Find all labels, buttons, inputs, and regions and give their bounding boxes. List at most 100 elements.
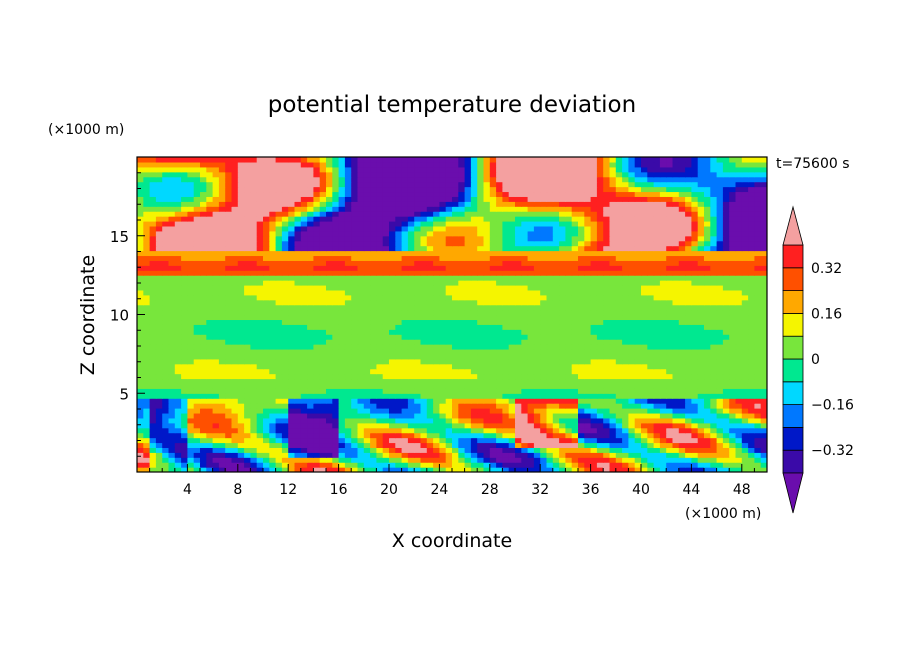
heatmap-cell <box>653 417 661 424</box>
heatmap-cell <box>407 265 415 271</box>
heatmap-cell <box>357 260 365 266</box>
heatmap-cell <box>300 353 308 360</box>
heatmap-cell <box>565 294 573 301</box>
heatmap-cell <box>716 383 724 389</box>
heatmap-cell <box>155 393 163 399</box>
heatmap-cell <box>250 348 258 355</box>
heatmap-cell <box>250 358 258 365</box>
heatmap-cell <box>155 363 163 370</box>
heatmap-cell <box>716 447 724 453</box>
heatmap-cell <box>672 230 680 237</box>
heatmap-cell <box>647 270 655 276</box>
heatmap-cell <box>149 225 157 232</box>
heatmap-cell <box>540 235 548 242</box>
heatmap-cell <box>502 299 510 306</box>
heatmap-cell <box>477 245 485 252</box>
heatmap-cell <box>710 245 718 252</box>
heatmap-cell <box>559 304 566 311</box>
heatmap-cell <box>508 368 516 375</box>
heatmap-cell <box>426 225 434 232</box>
heatmap-cell <box>439 344 447 350</box>
heatmap-cell <box>426 432 434 439</box>
heatmap-cell <box>565 334 573 340</box>
heatmap-cell <box>470 304 478 311</box>
heatmap-cell <box>426 294 434 301</box>
heatmap-cell <box>533 344 541 350</box>
heatmap-cell <box>628 403 636 409</box>
heatmap-cell <box>395 299 403 306</box>
heatmap-cell <box>477 467 485 472</box>
heatmap-cell <box>565 344 573 350</box>
heatmap-cell <box>521 408 529 414</box>
heatmap-cell <box>382 378 390 384</box>
heatmap-cell <box>483 388 491 394</box>
heatmap-cell <box>735 260 743 266</box>
heatmap-cell <box>565 403 573 409</box>
heatmap-cell <box>181 422 188 429</box>
heatmap-cell <box>559 260 566 266</box>
heatmap-cell <box>716 339 724 345</box>
heatmap-cell <box>628 324 636 330</box>
heatmap-cell <box>571 250 579 257</box>
heatmap-cell <box>420 363 428 370</box>
heatmap-cell <box>357 452 365 458</box>
heatmap-cell <box>420 304 428 311</box>
heatmap-cell <box>678 309 686 316</box>
heatmap-cell <box>407 270 415 276</box>
heatmap-cell <box>672 319 680 325</box>
heatmap-cell <box>578 378 585 384</box>
heatmap-cell <box>653 334 661 340</box>
heatmap-cell <box>565 309 573 316</box>
heatmap-cell <box>162 284 170 291</box>
heatmap-cell <box>496 275 503 281</box>
heatmap-cell <box>433 304 440 311</box>
heatmap-cell <box>300 294 308 301</box>
heatmap-cell <box>741 314 749 321</box>
heatmap-cell <box>647 284 655 291</box>
heatmap-cell <box>206 462 214 468</box>
heatmap-cell <box>395 427 403 434</box>
heatmap-cell <box>326 260 333 266</box>
heatmap-cell <box>395 388 403 394</box>
heatmap-cell <box>722 245 730 252</box>
heatmap-cell <box>288 339 296 345</box>
heatmap-cell <box>275 230 283 237</box>
heatmap-cell <box>691 403 699 409</box>
heatmap-cell <box>641 250 648 257</box>
heatmap-cell <box>622 447 629 453</box>
heatmap-cell <box>634 408 642 414</box>
heatmap-cell <box>313 442 321 448</box>
heatmap-cell <box>496 319 503 325</box>
heatmap-cell <box>218 422 226 429</box>
heatmap-cell <box>546 275 554 281</box>
heatmap-cell <box>735 280 743 286</box>
heatmap-cell <box>218 270 226 276</box>
heatmap-cell <box>300 344 308 350</box>
heatmap-cell <box>332 393 340 399</box>
heatmap-cell <box>344 289 352 296</box>
heatmap-cell <box>382 432 390 439</box>
heatmap-cell <box>244 417 251 424</box>
heatmap-cell <box>609 280 617 286</box>
heatmap-cell <box>653 412 661 419</box>
heatmap-cell <box>319 339 327 345</box>
heatmap-cell <box>760 245 767 252</box>
heatmap-cell <box>155 437 163 444</box>
heatmap-cell <box>376 437 384 444</box>
heatmap-cell <box>137 353 144 360</box>
heatmap-cell <box>609 437 617 444</box>
heatmap-cell <box>300 412 308 419</box>
heatmap-cell <box>174 452 182 458</box>
heatmap-cell <box>193 255 201 261</box>
heatmap-cell <box>615 462 623 468</box>
heatmap-cell <box>326 250 333 257</box>
heatmap-cell <box>710 334 718 340</box>
heatmap-cell <box>225 235 233 242</box>
heatmap-cell <box>760 442 767 448</box>
heatmap-cell <box>748 373 755 380</box>
heatmap-cell <box>168 452 176 458</box>
heatmap-cell <box>212 309 220 316</box>
heatmap-cell <box>281 314 289 321</box>
heatmap-cell <box>187 353 195 360</box>
heatmap-cell <box>269 368 277 375</box>
